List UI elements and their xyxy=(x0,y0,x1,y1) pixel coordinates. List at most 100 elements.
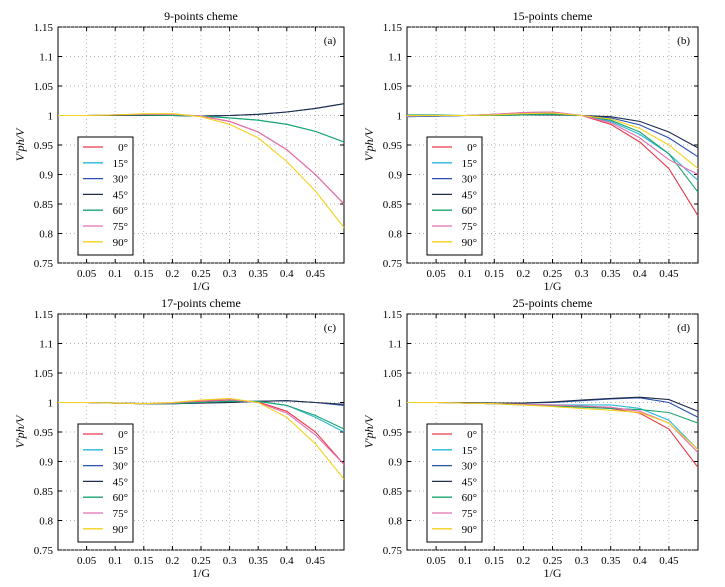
legend-label: 90° xyxy=(462,237,477,249)
y-tick-label: 1.15 xyxy=(34,309,54,321)
panel-d: 0.05 0.1 0.15 0.2 0.25 0.3 0.35 0.4 0.45 0.75 0.8 0… xyxy=(362,296,699,580)
x-axis-label: 1/G xyxy=(192,279,210,293)
legend-label: 60° xyxy=(113,205,128,217)
legend-label: 0° xyxy=(118,142,128,154)
x-tick-label: 0.1 xyxy=(458,268,472,280)
series-line-90deg xyxy=(407,401,699,451)
legend-label: 30° xyxy=(113,174,128,186)
legend: 0° 15° 30° 45° 60° 75° 90° xyxy=(77,136,134,256)
legend-label: 90° xyxy=(113,524,128,536)
legend-label: 90° xyxy=(462,524,477,536)
legend-label: 0° xyxy=(467,142,477,154)
y-tick-label: 0.9 xyxy=(388,457,402,469)
chart-title: 25-points cheme xyxy=(513,296,593,310)
y-tick-label: 1 xyxy=(48,111,54,123)
legend-label: 30° xyxy=(462,174,477,186)
legend-label: 0° xyxy=(467,429,477,441)
panel-tag: (c) xyxy=(324,322,337,334)
y-axis-label: V'ph/V xyxy=(362,127,376,161)
y-axis-label: V'ph/V xyxy=(13,414,27,448)
x-tick-label: 0.1 xyxy=(108,268,122,280)
legend-label: 45° xyxy=(113,189,128,201)
x-tick-label: 0.45 xyxy=(659,555,679,567)
x-tick-label: 0.35 xyxy=(249,555,269,567)
chart-title: 15-points cheme xyxy=(513,9,593,23)
y-axis-label: V'ph/V xyxy=(362,414,376,448)
x-tick-label: 0.35 xyxy=(601,555,621,567)
x-tick-label: 0.25 xyxy=(543,268,563,280)
legend-box xyxy=(77,423,134,543)
y-tick-label: 1.1 xyxy=(388,52,402,64)
y-tick-label: 0.8 xyxy=(388,229,402,241)
legend-label: 75° xyxy=(462,221,477,233)
x-tick-label: 0.2 xyxy=(517,268,531,280)
x-tick-label: 0.05 xyxy=(77,268,97,280)
x-tick-label: 0.3 xyxy=(575,555,589,567)
legend-box xyxy=(77,136,134,256)
y-tick-label: 0.95 xyxy=(383,140,403,152)
x-tick-label: 0.3 xyxy=(223,555,237,567)
y-tick-label: 1.1 xyxy=(39,52,53,64)
panel-a: 0.05 0.1 0.15 0.2 0.25 0.3 0.35 0.4 0.45 0.75 0.8 0… xyxy=(13,9,345,293)
legend-label: 60° xyxy=(462,492,477,504)
x-tick-label: 0.1 xyxy=(458,555,472,567)
panel-tag: (b) xyxy=(677,35,690,47)
x-tick-label: 0.15 xyxy=(134,268,154,280)
y-axis-label: V'ph/V xyxy=(13,127,27,161)
y-tick-label: 0.85 xyxy=(34,486,54,498)
x-tick-label: 0.05 xyxy=(426,555,446,567)
legend-box xyxy=(426,136,483,256)
legend-label: 75° xyxy=(462,508,477,520)
x-tick-label: 0.3 xyxy=(223,268,237,280)
x-tick-label: 0.15 xyxy=(485,555,505,567)
legend-label: 0° xyxy=(118,429,128,441)
y-tick-label: 1.1 xyxy=(39,339,53,351)
x-tick-label: 0.25 xyxy=(543,555,563,567)
y-tick-label: 0.95 xyxy=(34,427,54,439)
y-tick-label: 0.9 xyxy=(39,170,53,182)
x-tick-label: 0.45 xyxy=(306,555,326,567)
legend: 0° 15° 30° 45° 60° 75° 90° xyxy=(426,136,483,256)
y-tick-label: 0.75 xyxy=(383,545,403,557)
legend: 0° 15° 30° 45° 60° 75° 90° xyxy=(426,423,483,543)
x-tick-label: 0.25 xyxy=(191,268,211,280)
series-line-90deg xyxy=(58,113,345,228)
legend-label: 30° xyxy=(113,461,128,473)
y-tick-label: 0.8 xyxy=(39,516,53,528)
legend-label: 90° xyxy=(113,237,128,249)
x-tick-label: 0.2 xyxy=(166,268,180,280)
y-tick-label: 0.85 xyxy=(383,199,403,211)
y-tick-label: 1 xyxy=(397,398,403,410)
legend-label: 60° xyxy=(113,492,128,504)
y-tick-label: 0.85 xyxy=(34,199,54,211)
y-tick-label: 1.15 xyxy=(383,309,403,321)
x-tick-label: 0.4 xyxy=(280,555,294,567)
y-tick-label: 1.05 xyxy=(34,81,54,93)
x-tick-label: 0.2 xyxy=(166,555,180,567)
x-tick-label: 0.45 xyxy=(306,268,326,280)
y-tick-label: 0.75 xyxy=(34,258,54,270)
y-tick-label: 0.8 xyxy=(39,229,53,241)
x-tick-label: 0.1 xyxy=(108,555,122,567)
legend: 0° 15° 30° 45° 60° 75° 90° xyxy=(77,423,134,543)
legend-label: 15° xyxy=(462,158,477,170)
x-tick-label: 0.4 xyxy=(280,268,294,280)
x-tick-label: 0.4 xyxy=(633,555,647,567)
legend-label: 15° xyxy=(462,445,477,457)
legend-label: 45° xyxy=(462,189,477,201)
legend-box xyxy=(426,423,483,543)
y-tick-label: 0.9 xyxy=(388,170,402,182)
y-tick-label: 0.85 xyxy=(383,486,403,498)
y-tick-label: 1.15 xyxy=(34,22,54,34)
x-axis-label: 1/G xyxy=(544,566,562,580)
series-line-90deg xyxy=(58,397,345,480)
chart-title: 9-points cheme xyxy=(164,9,238,23)
x-tick-label: 0.3 xyxy=(575,268,589,280)
y-tick-label: 0.75 xyxy=(383,258,403,270)
legend-label: 45° xyxy=(113,476,128,488)
x-tick-label: 0.15 xyxy=(134,555,154,567)
legend-label: 75° xyxy=(113,221,128,233)
x-tick-label: 0.05 xyxy=(77,555,97,567)
x-tick-label: 0.15 xyxy=(485,268,505,280)
